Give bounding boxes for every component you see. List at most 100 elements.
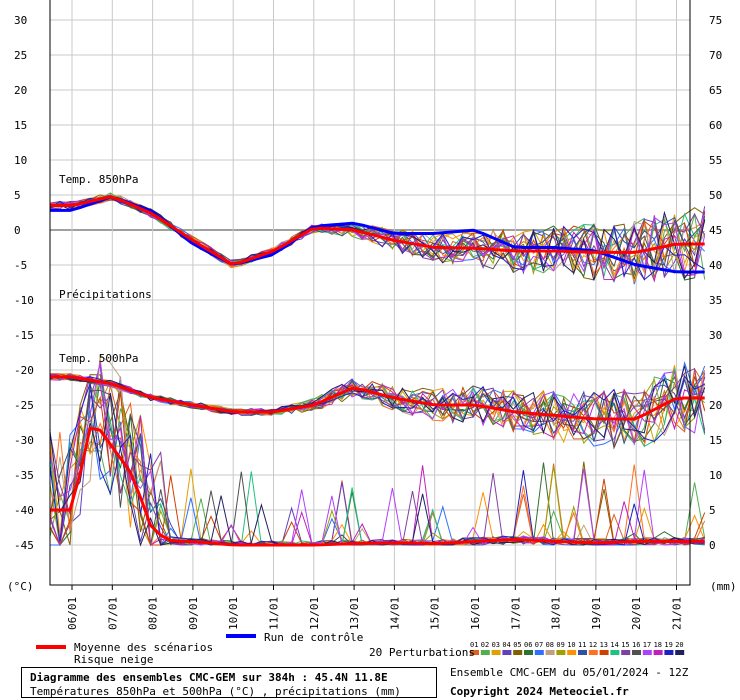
y-left-tick-label: 5: [14, 189, 21, 202]
legend-perturbation-swatch: [578, 650, 587, 655]
legend-control-label: Run de contrôle: [264, 631, 364, 644]
x-tick-label: 06/01: [66, 597, 79, 630]
mean-line-850: [49, 195, 705, 266]
mean-line-precip: [49, 426, 705, 547]
legend-perturbation-id: 13: [600, 641, 608, 649]
x-tick-label: 14/01: [388, 597, 401, 630]
y-left-unit: (°C): [7, 580, 34, 593]
legend-perturbation-id: 02: [481, 641, 489, 649]
legend-perturbation-swatch: [502, 650, 512, 655]
x-tick-label: 13/01: [348, 597, 361, 630]
perturbation-line-500: [49, 371, 706, 446]
legend-perturbation-swatch: [470, 650, 479, 655]
legend-perturbation-id: 12: [589, 641, 597, 649]
y-right-tick-label: 25: [709, 364, 722, 377]
legend-perturbation-id: 03: [492, 641, 500, 649]
chart-frame: [49, 0, 691, 590]
copyright-label: Copyright 2024 Meteociel.fr: [450, 685, 629, 698]
legend-perturbation-id: 04: [502, 641, 510, 649]
legend-perturbations-label: 20 Perturbations: [369, 646, 475, 659]
y-right-tick-label: 70: [709, 49, 722, 62]
legend-perturbation-id: 05: [513, 641, 521, 649]
y-left-tick-label: 10: [14, 154, 27, 167]
legend-snow-label: Risque neige: [74, 653, 154, 666]
legend-perturbation-id: 14: [610, 641, 618, 649]
y-right-tick-label: 35: [709, 294, 722, 307]
legend-perturbation-id: 09: [556, 641, 564, 649]
x-tick-label: 21/01: [671, 597, 684, 630]
legend-perturbation-id: 01: [470, 641, 478, 649]
y-right-tick-label: 65: [709, 84, 722, 97]
chart-title: Diagramme des ensembles CMC-GEM sur 384h…: [30, 671, 388, 684]
legend-mean-label: Moyenne des scénarios: [74, 641, 214, 654]
perturbation-line-precip: [49, 422, 706, 547]
y-left-tick-label: -35: [14, 469, 34, 482]
y-left-tick-label: -5: [14, 259, 27, 272]
legend-perturbation-swatch: [642, 650, 652, 655]
x-tick-label: 17/01: [509, 597, 522, 630]
legend-perturbation-swatch: [534, 650, 544, 655]
legend-perturbation-swatch: [480, 650, 490, 655]
legend-perturbation-swatch: [524, 650, 533, 655]
legend-perturbation-swatch: [545, 650, 555, 655]
legend-perturbation-id: 16: [632, 641, 640, 649]
legend-perturbation-id: 08: [546, 641, 554, 649]
y-left-tick-label: -25: [14, 399, 34, 412]
plot-frame: [49, 0, 691, 586]
legend-perturbation-swatch: [567, 650, 577, 655]
x-tick-label: 16/01: [469, 597, 482, 630]
x-tick-label: 09/01: [187, 597, 200, 630]
legend-perturbation-id: 11: [578, 641, 586, 649]
y-left-tick-label: 0: [14, 224, 21, 237]
legend-perturbation-swatch: [653, 650, 663, 655]
y-left-tick-label: -40: [14, 504, 34, 517]
x-tick-label: 18/01: [550, 597, 563, 630]
legend-perturbation-swatch: [513, 650, 523, 655]
y-right-tick-label: 75: [709, 14, 722, 27]
legend-graphics: 01 02 03 04 05 06 07 08 09 10 11 12 13 14 15 16 17 18 19 20: [36, 634, 685, 655]
x-tick-label: 20/01: [630, 597, 643, 630]
x-tick-label: 15/01: [429, 597, 442, 630]
y-left-tick-label: 30: [14, 14, 27, 27]
main-lines: [49, 195, 705, 547]
y-left-tick-label: -30: [14, 434, 34, 447]
legend-perturbation-swatch: [621, 650, 631, 655]
y-left-tick-label: -10: [14, 294, 34, 307]
legend-perturbation-swatch: [599, 650, 609, 655]
x-tick-label: 08/01: [147, 597, 160, 630]
x-tick-label: 12/01: [308, 597, 321, 630]
y-right-tick-label: 5: [709, 504, 716, 517]
legend-perturbation-id: 17: [643, 641, 651, 649]
legend-perturbation-swatch: [556, 650, 566, 655]
y-right-tick-label: 30: [709, 329, 722, 342]
legend-perturbation-swatch: [491, 650, 501, 655]
y-right-tick-label: 15: [709, 434, 722, 447]
legend-perturbation-id: 15: [621, 641, 629, 649]
annotation-precip: Précipitations: [59, 288, 152, 301]
legend-perturbation-swatch: [588, 650, 598, 655]
chart-info-box: Diagramme des ensembles CMC-GEM sur 384h…: [21, 667, 437, 698]
y-right-tick-label: 50: [709, 189, 722, 202]
annotation-t850: Temp. 850hPa: [59, 173, 139, 186]
legend-perturbation-id: 06: [524, 641, 532, 649]
y-left-tick-label: -45: [14, 539, 34, 552]
y-right-unit: (mm): [710, 580, 737, 593]
y-right-tick-label: 20: [709, 399, 722, 412]
legend-perturbation-id: 10: [567, 641, 575, 649]
legend-perturbation-swatch: [610, 650, 620, 655]
chart-subtitle: Températures 850hPa et 500hPa (°C) , pré…: [30, 685, 401, 698]
legend-perturbation-id: 07: [535, 641, 543, 649]
y-left-tick-label: -20: [14, 364, 34, 377]
perturbation-line-850: [49, 197, 706, 277]
y-left-tick-label: -15: [14, 329, 34, 342]
legend-perturbation-swatch: [632, 650, 641, 655]
y-left-tick-label: 25: [14, 49, 27, 62]
x-tick-label: 10/01: [227, 597, 240, 630]
y-left-tick-label: 20: [14, 84, 27, 97]
ensemble-run-label: Ensemble CMC-GEM du 05/01/2024 - 12Z: [450, 666, 689, 679]
y-right-tick-label: 60: [709, 119, 722, 132]
y-left-tick-label: 15: [14, 119, 27, 132]
y-right-tick-label: 45: [709, 224, 722, 237]
